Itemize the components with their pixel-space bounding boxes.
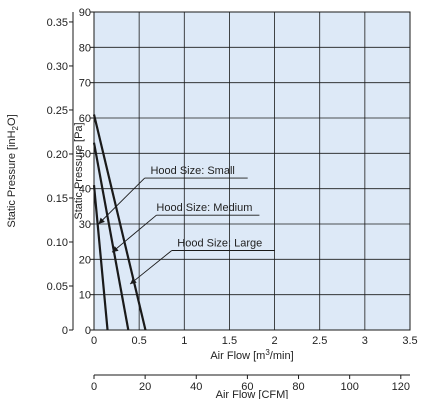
y-secondary-tick-label: 0: [62, 325, 68, 337]
x-primary-tick-label: 2.5: [312, 335, 327, 347]
y-primary-tick-label: 80: [79, 42, 91, 54]
y-primary-tick-label: 10: [79, 290, 91, 302]
x-primary-tick-label: 3: [362, 335, 368, 347]
x-primary-axis-label: Air Flow [m3/min]: [210, 348, 293, 362]
x-primary-tick-label: 2: [272, 335, 278, 347]
x-primary-tick-label: 0: [91, 335, 97, 347]
plot-area: [94, 12, 410, 330]
x-secondary-tick-label: 0: [91, 381, 97, 393]
y-secondary-tick-label: 0.20: [47, 149, 68, 161]
x-secondary-axis-label: Air Flow [CFM]: [216, 389, 289, 399]
y-primary-axis-label: Static Pressure [Pa]: [73, 122, 85, 219]
x-primary-tick-label: 0.5: [131, 335, 146, 347]
x-secondary-tick-label: 120: [392, 381, 410, 393]
series-label-1: Hood Size: Medium: [156, 202, 252, 214]
x-primary-tick-label: 3.5: [402, 335, 417, 347]
y-primary-tick-label: 30: [79, 219, 91, 231]
y-secondary-tick-label: 0.05: [47, 281, 68, 293]
series-label-2: Hood Size: Large: [177, 238, 262, 250]
y-secondary-axis-label: Static Pressure [inH2O]: [6, 114, 20, 227]
x-primary-tick-label: 1.5: [222, 335, 237, 347]
y-secondary-tick-label: 0.15: [47, 193, 68, 205]
x-primary-tick-label: 1: [181, 335, 187, 347]
y-secondary-tick-label: 0.25: [47, 105, 68, 117]
x-secondary-tick-label: 80: [292, 381, 304, 393]
y-primary-tick-label: 90: [79, 7, 91, 19]
y-primary-tick-label: 70: [79, 78, 91, 90]
y-secondary-tick-label: 0.35: [47, 17, 68, 29]
x-secondary-tick-label: 40: [190, 381, 202, 393]
y-secondary-tick-label: 0.10: [47, 237, 68, 249]
x-secondary-tick-label: 20: [139, 381, 151, 393]
x-secondary-tick-label: 100: [340, 381, 358, 393]
y-secondary-tick-label: 0.30: [47, 61, 68, 73]
series-label-0: Hood Size: Small: [150, 165, 234, 177]
y-primary-tick-label: 20: [79, 254, 91, 266]
